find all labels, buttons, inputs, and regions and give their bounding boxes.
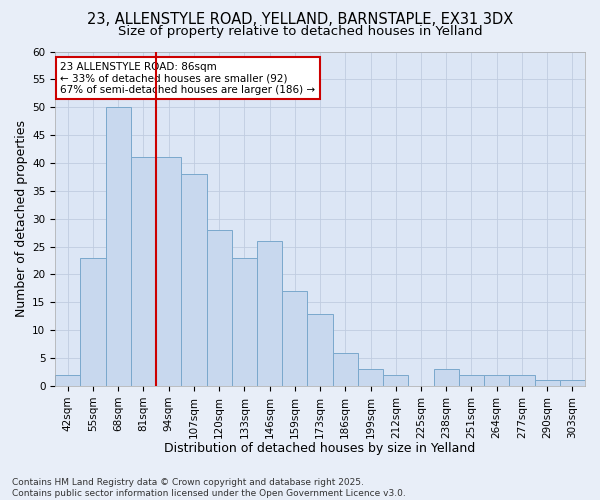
X-axis label: Distribution of detached houses by size in Yelland: Distribution of detached houses by size … — [164, 442, 476, 455]
Bar — [383, 375, 409, 386]
Bar — [206, 230, 232, 386]
Bar — [560, 380, 585, 386]
Text: Contains HM Land Registry data © Crown copyright and database right 2025.
Contai: Contains HM Land Registry data © Crown c… — [12, 478, 406, 498]
Bar — [509, 375, 535, 386]
Bar — [232, 258, 257, 386]
Text: Size of property relative to detached houses in Yelland: Size of property relative to detached ho… — [118, 25, 482, 38]
Bar — [106, 107, 131, 386]
Bar — [131, 158, 156, 386]
Bar — [332, 352, 358, 386]
Bar — [80, 258, 106, 386]
Bar — [156, 158, 181, 386]
Text: 23, ALLENSTYLE ROAD, YELLAND, BARNSTAPLE, EX31 3DX: 23, ALLENSTYLE ROAD, YELLAND, BARNSTAPLE… — [87, 12, 513, 28]
Bar — [282, 291, 307, 386]
Bar — [535, 380, 560, 386]
Bar — [55, 375, 80, 386]
Bar — [257, 241, 282, 386]
Bar — [307, 314, 332, 386]
Bar — [484, 375, 509, 386]
Bar — [358, 370, 383, 386]
Y-axis label: Number of detached properties: Number of detached properties — [15, 120, 28, 317]
Bar — [181, 174, 206, 386]
Bar — [434, 370, 459, 386]
Bar — [459, 375, 484, 386]
Text: 23 ALLENSTYLE ROAD: 86sqm
← 33% of detached houses are smaller (92)
67% of semi-: 23 ALLENSTYLE ROAD: 86sqm ← 33% of detac… — [61, 62, 316, 94]
